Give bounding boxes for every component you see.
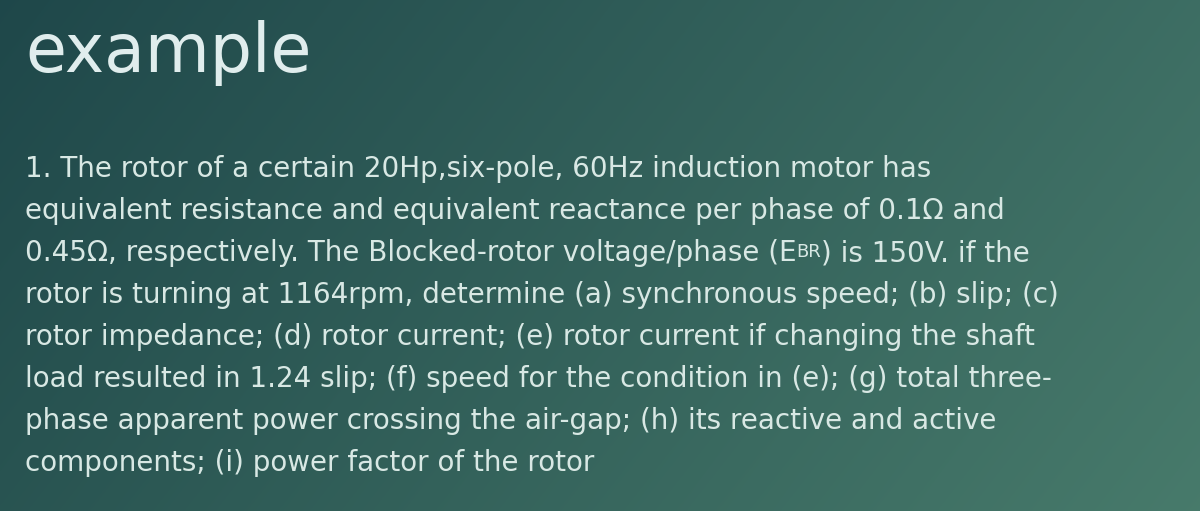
Text: rotor is turning at 1164rpm, determine (a) synchronous speed; (b) slip; (c): rotor is turning at 1164rpm, determine (… bbox=[25, 281, 1058, 309]
Text: rotor impedance; (d) rotor current; (e) rotor current if changing the shaft: rotor impedance; (d) rotor current; (e) … bbox=[25, 323, 1034, 351]
Text: equivalent resistance and equivalent reactance per phase of 0.1Ω and: equivalent resistance and equivalent rea… bbox=[25, 197, 1004, 225]
Text: 0.45Ω, respectively. The Blocked-rotor voltage/phase (E: 0.45Ω, respectively. The Blocked-rotor v… bbox=[25, 239, 797, 267]
Text: example: example bbox=[25, 20, 311, 86]
Text: ) is 150V. if the: ) is 150V. if the bbox=[821, 239, 1030, 267]
Text: phase apparent power crossing the air-gap; (h) its reactive and active: phase apparent power crossing the air-ga… bbox=[25, 407, 996, 435]
Text: load resulted in 1.24 slip; (f) speed for the condition in (e); (g) total three-: load resulted in 1.24 slip; (f) speed fo… bbox=[25, 365, 1052, 393]
Text: BR: BR bbox=[797, 243, 821, 261]
Text: 1. The rotor of a certain 20Hp,six-pole, 60Hz induction motor has: 1. The rotor of a certain 20Hp,six-pole,… bbox=[25, 155, 931, 183]
Text: components; (i) power factor of the rotor: components; (i) power factor of the roto… bbox=[25, 449, 594, 477]
